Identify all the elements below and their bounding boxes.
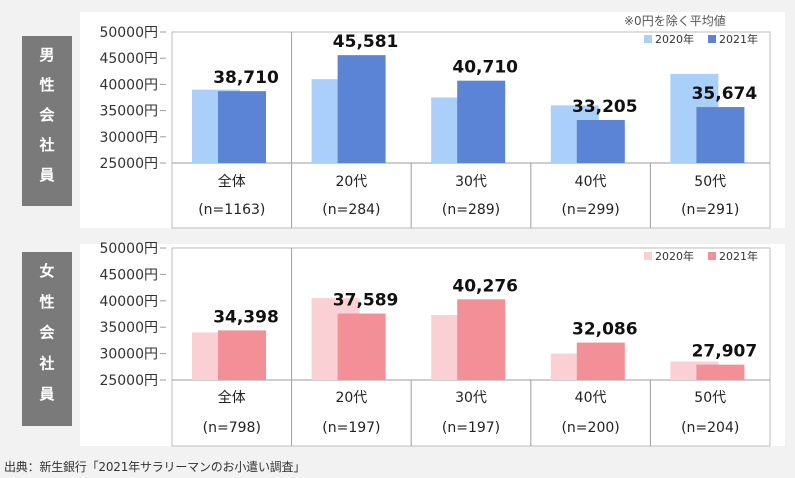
sample-size-label: (n=197): [322, 420, 380, 436]
y-tick-label: 40000円: [99, 294, 158, 310]
bar-2021: [337, 313, 386, 380]
group-label-box: [22, 36, 72, 206]
note-text: ※0円を除く平均値: [624, 14, 726, 28]
plot-frame: [171, 247, 771, 447]
category-label: 30代: [455, 390, 487, 406]
y-tick-label: 40000円: [99, 77, 158, 93]
legend-swatch-2021: [708, 252, 716, 260]
y-tick-label: 35000円: [99, 104, 158, 120]
sample-size-label: (n=289): [442, 202, 500, 218]
sample-size-label: (n=299): [561, 202, 619, 218]
y-tick-label: 45000円: [99, 267, 158, 283]
bar-2021: [576, 120, 625, 163]
data-label: 45,581: [333, 32, 399, 52]
legend-swatch-2020: [644, 35, 652, 43]
sample-size-label: (n=291): [681, 202, 739, 218]
data-label: 32,086: [572, 320, 638, 340]
legend-label-2021: 2021年: [719, 249, 758, 263]
y-tick-label: 45000円: [99, 51, 158, 67]
category-label: 50代: [694, 390, 726, 406]
group-label: 女性会社員: [38, 262, 54, 403]
data-label: 40,276: [452, 276, 518, 296]
sample-size-label: (n=798): [203, 420, 261, 436]
data-label: 38,710: [213, 68, 279, 88]
data-label: 40,710: [452, 58, 518, 78]
plot-frame: [171, 31, 771, 229]
bar-2021: [457, 299, 506, 380]
category-label: 40代: [575, 390, 607, 406]
source-footer: 出典：新生銀行「2021年サラリーマンのお小遣い調査」: [4, 460, 306, 474]
group-label-box: [22, 252, 72, 426]
y-tick-label: 25000円: [99, 373, 158, 389]
data-label: 35,674: [692, 84, 758, 104]
category-label: 40代: [575, 174, 607, 190]
group-label: 男性会社員: [38, 46, 54, 184]
sample-size-label: (n=197): [442, 420, 500, 436]
bar-2021: [457, 80, 506, 163]
y-tick-label: 25000円: [99, 156, 158, 172]
category-label: 全体: [218, 389, 246, 406]
category-label: 30代: [455, 174, 487, 190]
legend-label-2020: 2020年: [655, 32, 694, 46]
category-label: 20代: [335, 390, 367, 406]
category-label: 20代: [335, 174, 367, 190]
legend-label-2021: 2021年: [719, 32, 758, 46]
data-label: 27,907: [692, 342, 758, 362]
bar-2021: [576, 342, 625, 380]
data-label: 37,589: [333, 291, 399, 311]
category-label: 50代: [694, 174, 726, 190]
sample-size-label: (n=1163): [198, 202, 265, 218]
bar-2021: [696, 364, 745, 380]
data-label: 34,398: [213, 307, 279, 327]
y-tick-label: 35000円: [99, 320, 158, 336]
y-tick-label: 50000円: [99, 25, 158, 41]
bar-2021: [218, 91, 266, 163]
sample-size-label: (n=204): [681, 420, 739, 436]
legend-label-2020: 2020年: [655, 249, 694, 263]
y-tick-label: 30000円: [99, 347, 158, 363]
bar-2021: [218, 330, 266, 380]
bar-2021: [337, 55, 386, 163]
sample-size-label: (n=284): [322, 202, 380, 218]
category-label: 全体: [218, 173, 246, 190]
y-tick-label: 50000円: [99, 241, 158, 257]
legend-swatch-2021: [708, 35, 716, 43]
legend-swatch-2020: [644, 252, 652, 260]
bar-2021: [696, 107, 745, 163]
sample-size-label: (n=200): [561, 420, 619, 436]
y-tick-label: 30000円: [99, 130, 158, 146]
data-label: 33,205: [572, 97, 638, 117]
